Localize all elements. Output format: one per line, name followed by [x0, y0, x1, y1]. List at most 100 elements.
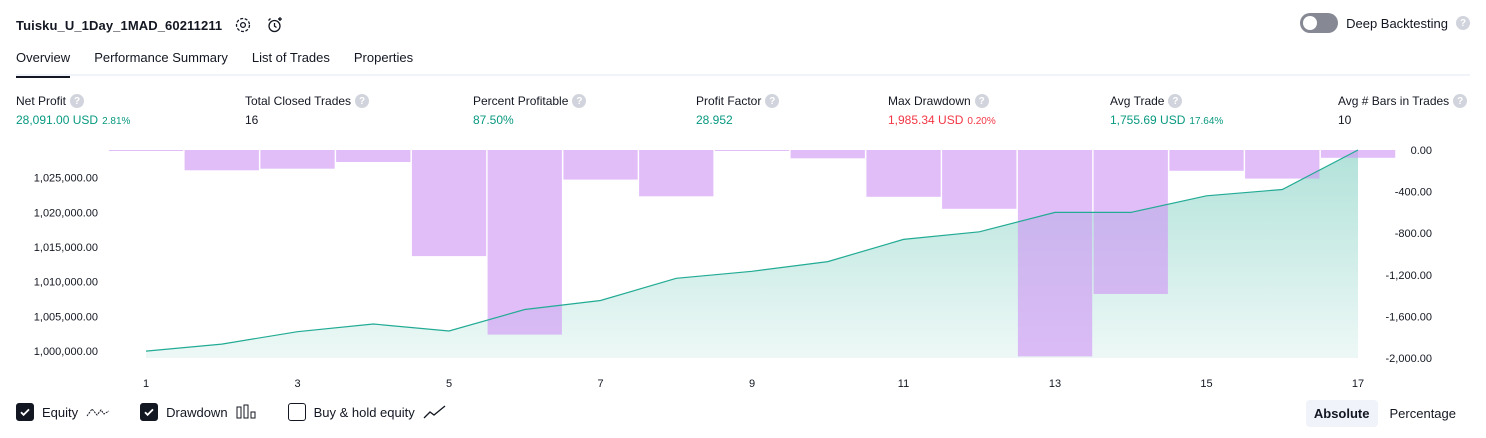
- info-icon[interactable]: ?: [1453, 94, 1468, 108]
- equity-toggle[interactable]: Equity: [16, 403, 110, 421]
- y-right-tick-label: -2,000.00: [1386, 353, 1432, 365]
- buy-hold-label: Buy & hold equity: [313, 404, 415, 420]
- equity-label: Equity: [42, 404, 79, 420]
- drawdown-bar: [563, 150, 638, 180]
- percentage-button[interactable]: Percentage: [1389, 406, 1457, 421]
- header: Tuisku_U_1Day_1MAD_60211211: [16, 12, 286, 38]
- deep-backtesting-toggle[interactable]: [1300, 13, 1339, 33]
- drawdown-bar: [260, 150, 335, 169]
- y-right-tick-label: 0.00: [1411, 145, 1432, 157]
- metric-value: 16: [245, 113, 259, 127]
- info-icon[interactable]: ?: [1168, 94, 1183, 108]
- drawdown-bar: [714, 150, 790, 151]
- value-mode-switch: Absolute Percentage: [1305, 400, 1464, 427]
- drawdown-bar: [1093, 150, 1168, 294]
- deep-backtesting-label: Deep Backtesting: [1346, 15, 1448, 31]
- metric-value: 87.50%: [473, 113, 514, 127]
- x-tick-label: 11: [898, 378, 909, 390]
- metric-label: Avg # Bars in Trades: [1338, 94, 1450, 108]
- drawdown-checkbox[interactable]: [140, 403, 159, 421]
- metric-percent: 2.81%: [102, 116, 131, 127]
- metric-label: Net Profit: [16, 94, 67, 108]
- tab-overview[interactable]: Overview: [16, 44, 71, 78]
- drawdown-bar: [790, 150, 865, 159]
- help-icon[interactable]: ?: [1456, 16, 1470, 30]
- y-left-tick-label: 1,005,000.00: [34, 311, 98, 323]
- metric-profit-factor: Profit Factor? 28.952: [696, 94, 780, 127]
- y-right-tick-label: -800.00: [1395, 228, 1432, 240]
- metric-percent-profitable: Percent Profitable? 87.50%: [473, 94, 587, 127]
- add-alert-icon[interactable]: [264, 14, 286, 36]
- y-left-tick-label: 1,025,000.00: [34, 173, 98, 185]
- drawdown-bars-icon: [236, 404, 256, 419]
- equity-checkbox[interactable]: [16, 403, 34, 421]
- drawdown-label: Drawdown: [166, 404, 228, 420]
- metric-max-drawdown: Max Drawdown? 1,985.34 USD 0.20%: [888, 94, 996, 127]
- absolute-button[interactable]: Absolute: [1305, 400, 1378, 427]
- metric-value: 28,091.00 USD: [16, 113, 99, 127]
- x-tick-label: 13: [1049, 378, 1061, 390]
- y-left-tick-label: 1,000,000.00: [34, 346, 98, 358]
- buy-hold-toggle[interactable]: Buy & hold equity: [287, 403, 447, 421]
- metric-value: 28.952: [696, 113, 733, 127]
- tab-list-of-trades[interactable]: List of Trades: [251, 50, 330, 65]
- tab-bar: Overview Performance Summary List of Tra…: [16, 44, 1470, 78]
- info-icon[interactable]: ?: [70, 94, 85, 108]
- x-tick-label: 3: [294, 378, 300, 390]
- info-icon[interactable]: ?: [974, 94, 989, 108]
- drawdown-bar: [942, 150, 1017, 209]
- info-icon[interactable]: ?: [572, 94, 587, 108]
- drawdown-bar: [1245, 150, 1320, 179]
- drawdown-bar: [1169, 150, 1244, 171]
- drawdown-bar: [108, 150, 184, 151]
- info-icon[interactable]: ?: [765, 94, 780, 108]
- drawdown-bar: [487, 150, 562, 335]
- equity-line: [145, 149, 1359, 352]
- metric-label: Total Closed Trades: [245, 94, 352, 108]
- metric-label: Max Drawdown: [888, 94, 971, 108]
- metric-label: Profit Factor: [696, 94, 762, 108]
- metric-net-profit: Net Profit? 28,091.00 USD 2.81%: [16, 94, 130, 127]
- deep-backtesting: Deep Backtesting ?: [1300, 13, 1470, 33]
- metric-percent: 0.20%: [967, 116, 996, 127]
- metric-label: Percent Profitable: [473, 94, 569, 108]
- equity-area: [146, 150, 1358, 358]
- settings-icon[interactable]: [232, 14, 254, 36]
- metric-value: 10: [1338, 113, 1352, 127]
- x-tick-label: 15: [1200, 378, 1212, 390]
- x-tick-label: 17: [1352, 378, 1364, 390]
- drawdown-bar: [1320, 150, 1396, 158]
- metric-avg-trade: Avg Trade? 1,755.69 USD 17.64%: [1110, 94, 1223, 127]
- tab-properties[interactable]: Properties: [353, 50, 414, 65]
- y-left-tick-label: 1,020,000.00: [34, 207, 98, 219]
- equity-line-icon: [86, 408, 110, 417]
- y-left-tick-label: 1,010,000.00: [34, 277, 98, 289]
- y-right-tick-label: -400.00: [1395, 187, 1432, 199]
- equity-drawdown-chart[interactable]: 1,000,000.00 1,005,000.00 1,010,000.00 1,01…: [0, 140, 1486, 396]
- drawdown-toggle[interactable]: Drawdown: [140, 403, 257, 421]
- y-right-tick-label: -1,200.00: [1386, 270, 1432, 282]
- metric-value: 1,755.69 USD: [1110, 113, 1186, 127]
- tab-performance-summary[interactable]: Performance Summary: [94, 50, 228, 65]
- metric-label: Avg Trade: [1110, 94, 1165, 108]
- y-left-tick-label: 1,015,000.00: [34, 242, 98, 254]
- buy-hold-line-icon: [423, 405, 446, 419]
- chart-legend: Equity Drawdown Buy & hold equity: [16, 403, 447, 421]
- info-icon[interactable]: ?: [355, 94, 370, 108]
- drawdown-bar: [639, 150, 714, 197]
- y-right-tick-label: -1,600.00: [1386, 311, 1432, 323]
- x-tick-label: 7: [597, 378, 603, 390]
- x-tick-label: 5: [446, 378, 452, 390]
- metric-avg-bars-in-trades: Avg # Bars in Trades? 10: [1338, 94, 1468, 127]
- drawdown-bar: [411, 150, 487, 257]
- drawdown-bar: [1017, 150, 1093, 357]
- metrics-bar: Net Profit? 28,091.00 USD 2.81% Total Clo…: [16, 94, 1470, 130]
- drawdown-bar: [184, 150, 259, 171]
- metric-percent: 17.64%: [1189, 116, 1224, 127]
- buy-hold-checkbox[interactable]: [287, 403, 306, 421]
- x-tick-label: 9: [749, 378, 755, 390]
- x-tick-label: 1: [143, 378, 149, 390]
- drawdown-bar: [866, 150, 941, 197]
- metric-total-closed-trades: Total Closed Trades? 16: [245, 94, 370, 127]
- strategy-title: Tuisku_U_1Day_1MAD_60211211: [16, 17, 223, 33]
